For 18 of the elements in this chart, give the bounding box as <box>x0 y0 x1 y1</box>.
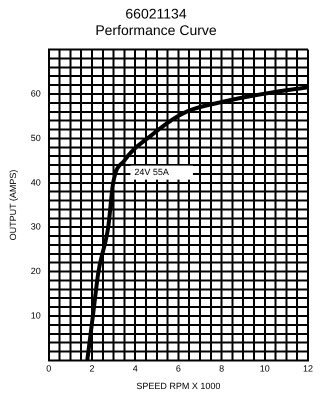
chart-subtitle: Performance Curve <box>95 22 217 38</box>
series-label: 24V 55A <box>134 167 169 178</box>
x-tick-label: 12 <box>302 363 314 374</box>
x-tick-label: 0 <box>46 363 52 374</box>
y-tick-label: 60 <box>30 88 41 98</box>
x-axis-title: SPEED RPM X 1000 <box>136 381 220 392</box>
y-tick-label: 20 <box>30 266 41 276</box>
x-tick-label: 6 <box>176 363 181 374</box>
y-tick-label: 50 <box>30 132 41 143</box>
x-tick-label: 10 <box>260 363 270 374</box>
x-tick-label: 2 <box>90 363 95 374</box>
y-tick-label: 30 <box>30 222 41 232</box>
chart-title: 66021134 <box>125 5 187 22</box>
y-tick-label: 40 <box>30 177 41 188</box>
x-tick-label: 8 <box>219 363 224 374</box>
y-axis-title: OUTPUT (AMPS) <box>8 170 18 240</box>
y-tick-label: 10 <box>30 310 41 320</box>
x-tick-label: 4 <box>132 363 138 374</box>
